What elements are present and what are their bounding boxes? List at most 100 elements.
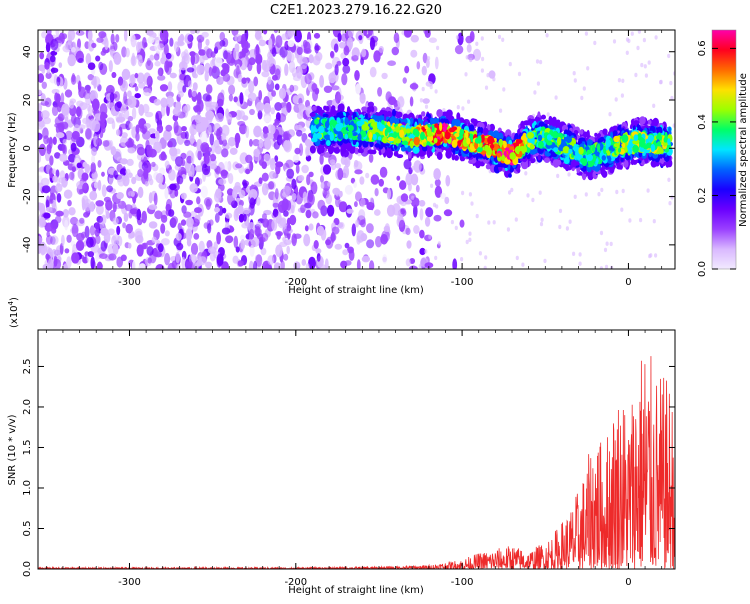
spectrogram-speckle-cell — [627, 38, 631, 44]
spectrogram-noise-cell — [185, 228, 193, 241]
spectrogram-noise-cell — [358, 209, 366, 221]
spectrogram-noise-cell — [208, 66, 213, 77]
spectrogram-noise-cell — [95, 252, 99, 262]
spectrogram-noise-cell — [369, 260, 375, 269]
spectrogram-ridge-cell — [322, 113, 329, 118]
spectrogram-noise-cell — [134, 72, 139, 79]
spectrogram-noise-cell — [184, 139, 191, 147]
spectrogram-noise-cell — [58, 62, 63, 68]
spectrogram-noise-cell — [398, 219, 406, 232]
spectrogram-noise-cell — [52, 136, 57, 145]
spectrogram-noise-cell — [284, 228, 289, 239]
spectrogram-noise-cell — [159, 84, 169, 92]
spectrogram-speckle-cell — [612, 39, 617, 44]
spectrogram-ridge-cell — [544, 157, 550, 163]
spectrogram-noise-cell — [407, 182, 412, 192]
spectrogram-noise-cell — [126, 90, 132, 98]
spectrogram-noise-cell — [224, 161, 229, 170]
spectrogram-noise-cell — [205, 38, 210, 46]
spectrogram-noise-cell — [335, 163, 341, 169]
spectrogram-noise-cell — [278, 87, 287, 100]
spectrogram-noise-cell — [274, 262, 281, 269]
spectrogram-speckle-cell — [470, 201, 474, 206]
spectrogram-speckle-cell — [539, 221, 544, 227]
spectrogram-noise-cell — [413, 225, 420, 234]
spectrogram-noise-cell — [424, 262, 434, 269]
spectrogram-speckle-cell — [558, 224, 562, 230]
spectrogram-ridge-cell — [436, 151, 443, 160]
spectrogram-speckle-cell — [573, 78, 577, 83]
spectrogram-noise-cell — [54, 152, 61, 159]
spectrogram-noise-cell — [156, 124, 164, 134]
spectrogram-noise-cell — [112, 217, 119, 226]
spectrogram-ridge-cell — [592, 171, 596, 179]
spectrogram-noise-cell — [340, 260, 348, 269]
spectrogram-noise-cell — [334, 64, 339, 76]
spectrogram-noise-cell — [51, 67, 55, 74]
spectrogram-noise-cell — [304, 73, 312, 85]
spectrogram-speckle-cell — [480, 36, 484, 41]
spectrogram-noise-cell — [305, 263, 310, 269]
spectrogram-noise-cell — [99, 253, 108, 259]
spectrogram-noise-cell — [275, 161, 284, 168]
spectrogram-noise-cell — [108, 253, 117, 261]
spectrogram-noise-cell — [103, 231, 111, 244]
spectrogram-speckle-cell — [654, 35, 658, 40]
spectrogram-noise-cell — [185, 199, 194, 206]
spectrogram-noise-cell — [127, 242, 132, 249]
spectrogram-noise-cell — [85, 128, 92, 140]
spectrogram-noise-cell — [272, 202, 279, 208]
spectrogram-noise-cell — [91, 42, 97, 49]
spectrogram-noise-cell — [53, 255, 58, 267]
spectrogram-noise-cell — [100, 240, 108, 252]
spectrogram-ridge-cell — [339, 104, 344, 112]
spectrogram-noise-cell — [296, 111, 304, 120]
spectrogram-noise-cell — [154, 210, 163, 220]
spectrogram-noise-cell — [434, 178, 441, 187]
spectrogram-noise-cell — [113, 52, 122, 65]
spectrogram-ridge-cell — [625, 155, 631, 161]
spectrogram-noise-cell — [319, 153, 324, 165]
spectrogram-noise-cell — [234, 132, 241, 145]
spectrogram-noise-cell — [307, 192, 315, 206]
spectrogram-noise-cell — [378, 178, 385, 187]
spectrogram-noise-cell — [274, 155, 279, 163]
spectrogram-noise-cell — [367, 30, 373, 36]
spectrogram-noise-cell — [214, 212, 220, 223]
spectrogram-noise-cell — [136, 72, 145, 84]
spectrogram-noise-cell — [196, 196, 201, 205]
spectrogram-speckle-cell — [501, 37, 505, 42]
spectrogram-speckle-cell — [535, 59, 540, 64]
spectrogram-speckle-cell — [556, 173, 560, 179]
spectrogram-noise-cell — [171, 216, 178, 225]
spectrogram-noise-cell — [87, 104, 93, 117]
spectrogram-noise-cell — [374, 209, 381, 216]
spectrogram-noise-cell — [173, 120, 179, 134]
spectrogram-noise-cell — [82, 182, 89, 194]
spectrogram-noise-cell — [262, 213, 267, 220]
spectrogram-noise-cell — [229, 147, 238, 155]
spectrogram-noise-cell — [38, 217, 47, 228]
spectrogram-noise-cell — [87, 39, 95, 52]
spectrogram-noise-cell — [337, 32, 342, 42]
spectrogram-noise-cell — [425, 58, 430, 68]
spectrogram-noise-cell — [341, 33, 347, 42]
spectrogram-noise-cell — [158, 153, 168, 161]
spectrogram-speckle-cell — [508, 61, 512, 67]
spectrogram-noise-cell — [59, 153, 68, 162]
spectrogram-ridge-cell — [556, 159, 562, 166]
spectrogram-noise-cell — [434, 185, 443, 198]
spectrogram-noise-cell — [323, 85, 333, 94]
spectrogram-noise-cell — [95, 200, 104, 207]
spectrogram-noise-cell — [298, 103, 305, 110]
spectrogram-noise-cell — [405, 172, 413, 186]
spectrogram-noise-cell — [339, 42, 346, 49]
spectrogram-noise-cell — [116, 192, 124, 200]
spectrogram-speckle-cell — [460, 257, 464, 262]
spectrogram-ridge-cell — [407, 151, 412, 159]
spectrogram-noise-cell — [108, 60, 113, 73]
spectrogram-noise-cell — [286, 224, 292, 232]
spectrogram-noise-cell — [405, 227, 411, 236]
spectrogram-speckle-cell — [572, 251, 576, 256]
spectrogram-noise-cell — [308, 171, 314, 178]
